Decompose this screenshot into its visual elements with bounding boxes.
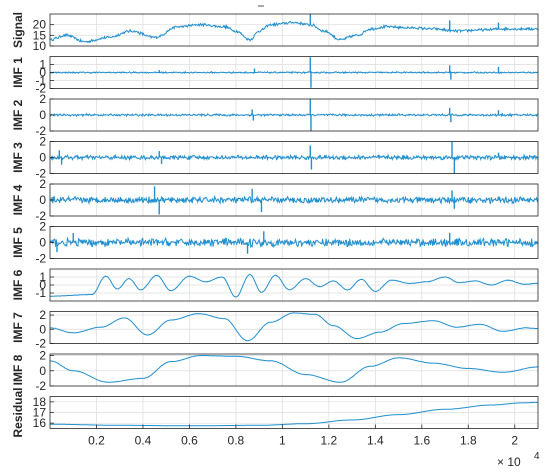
y-axis-label-imf1: IMF 1 — [11, 57, 25, 88]
x-axis-exponent-power: 4 — [534, 451, 540, 462]
y-axis-label-imf2: IMF 2 — [11, 99, 25, 130]
y-tick-label-imf4: 2 — [39, 177, 46, 191]
y-tick-label-imf3: 2 — [39, 135, 46, 149]
y-tick-label-imf1: 1 — [39, 58, 46, 72]
y-tick-label-imf4: 0 — [39, 193, 46, 207]
y-tick-label-imf4: -2 — [35, 209, 46, 223]
series-line-imf8 — [50, 354, 539, 383]
y-axis-label-imf3: IMF 3 — [11, 142, 25, 173]
panel-imf4: -2 0 2 IMF 4 — [11, 177, 539, 223]
y-axis-label-signal: Signal — [11, 12, 25, 48]
y-tick-label-signal: 15 — [33, 28, 47, 42]
y-tick-label-imf8: 2 — [39, 349, 46, 363]
series-line-imf1 — [49, 70, 539, 75]
y-axis-label-imf4: IMF 4 — [11, 184, 25, 215]
y-tick-label-signal: 10 — [33, 39, 47, 53]
panel-imf5: -2 0 2 IMF 5 — [11, 220, 539, 266]
y-axis-label-imf5: IMF 5 — [11, 227, 25, 258]
y-tick-label-imf6: 1 — [39, 270, 46, 284]
x-tick-label: 0.6 — [181, 434, 198, 448]
y-tick-label-imf1: -1 — [35, 74, 46, 88]
y-tick-label-imf6: -1 — [35, 286, 46, 300]
x-tick-label: 1.6 — [413, 434, 430, 448]
x-tick-label: 0.8 — [228, 434, 245, 448]
y-tick-label-residual: 18 — [33, 395, 47, 409]
y-tick-label-imf6: 0 — [39, 278, 46, 292]
y-tick-label-imf1: -2 — [35, 82, 46, 96]
y-tick-label-signal: 20 — [33, 18, 47, 32]
series-line-imf4 — [49, 194, 539, 206]
panel-imf8: -202 IMF 8 — [11, 349, 539, 393]
series-line-imf5 — [49, 236, 539, 249]
series-line-signal — [49, 20, 539, 44]
y-tick-label-residual: 16 — [33, 416, 47, 430]
x-tick-label: 0.2 — [88, 434, 105, 448]
y-tick-label-imf3: 0 — [39, 151, 46, 165]
y-tick-label-residual: 17 — [33, 406, 47, 420]
axes-frame-signal — [49, 13, 539, 47]
x-tick-label: 0.4 — [135, 434, 152, 448]
x-tick-label: 2 — [511, 434, 518, 448]
x-tick-label: 1.8 — [460, 434, 477, 448]
series-line-imf7 — [50, 312, 539, 342]
x-axis-exponent-base: × 10 — [497, 455, 521, 469]
panel-imf1: -2-101 IMF 1 — [11, 56, 539, 96]
y-tick-label-imf1: 0 — [39, 66, 46, 80]
x-axis: 0.2 0.4 0.6 0.8 1 1.2 1.4 1.6 1.8 2 × 10 4 — [88, 424, 540, 469]
y-axis-label-residual: Residual — [11, 387, 25, 437]
y-tick-label-imf7: 2 — [39, 308, 46, 322]
y-tick-label-imf8: -2 — [35, 379, 46, 393]
y-tick-label-imf2: 0 — [39, 108, 46, 122]
y-tick-label-imf3: -2 — [35, 167, 46, 181]
y-axis-label-imf7: IMF 7 — [11, 312, 25, 343]
series-line-imf3 — [49, 153, 539, 162]
series-line-residual — [50, 401, 538, 427]
axes-frame-imf8 — [49, 353, 539, 387]
series-line-imf2 — [49, 112, 539, 118]
y-tick-label-imf5: 0 — [39, 236, 46, 250]
x-tick-label: 1 — [279, 434, 286, 448]
y-tick-label-imf7: -2 — [35, 337, 46, 351]
panel-imf3: -2 0 2 IMF 3 — [11, 135, 539, 181]
y-tick-label-imf2: 2 — [39, 92, 46, 106]
x-tick-label: 1.2 — [321, 434, 338, 448]
panel-imf6: -101 IMF 6 — [11, 268, 539, 302]
y-axis-label-imf6: IMF 6 — [11, 269, 25, 300]
y-axis-label-imf8: IMF 8 — [11, 354, 25, 385]
y-tick-label-imf2: -2 — [35, 124, 46, 138]
panel-imf2: -2 0 2 IMF 2 — [11, 92, 539, 138]
y-tick-label-imf8: 0 — [39, 364, 46, 378]
y-tick-label-imf7: 0 — [39, 322, 46, 336]
panel-imf7: -202 IMF 7 — [11, 308, 539, 351]
series-line-imf6 — [50, 273, 539, 298]
y-tick-label-imf5: 2 — [39, 220, 46, 234]
axes-frame-imf7 — [49, 311, 539, 344]
y-tick-label-imf5: -2 — [35, 252, 46, 266]
x-tick-label: 1.4 — [367, 434, 384, 448]
